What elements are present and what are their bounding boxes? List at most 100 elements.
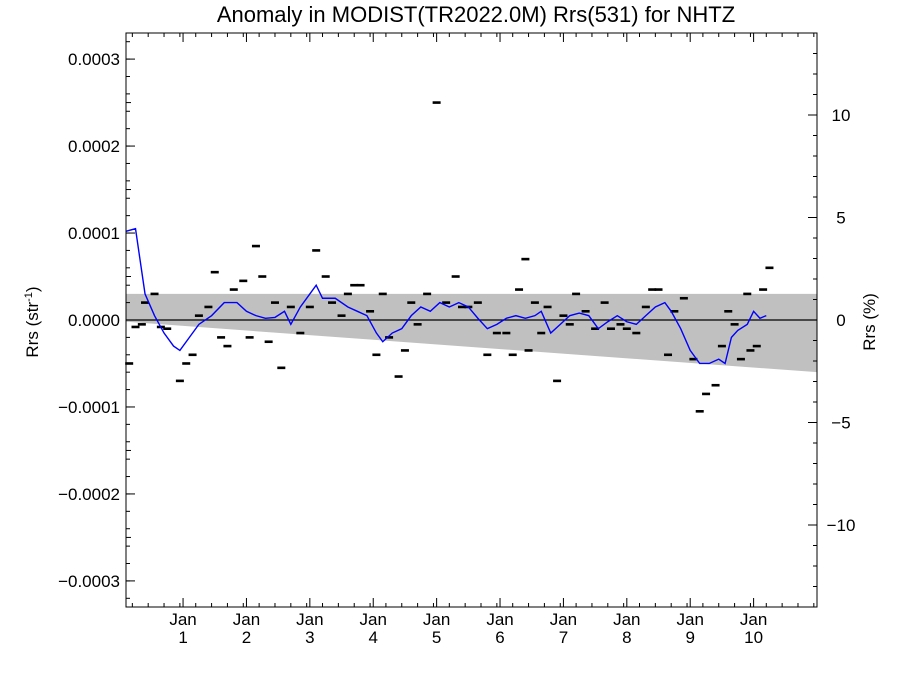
data-point <box>746 349 755 352</box>
data-point <box>670 310 679 313</box>
data-point <box>442 301 451 304</box>
data-point <box>622 327 631 330</box>
data-point <box>736 357 745 361</box>
y-tick-label-right: −5 <box>831 414 850 433</box>
x-tick-label-month: Jan <box>423 610 450 629</box>
x-tick-label-month: Jan <box>550 610 577 629</box>
data-point <box>717 344 726 348</box>
x-tick-label-year: 9 <box>685 628 694 647</box>
data-point <box>366 310 375 313</box>
trend-line <box>125 227 767 365</box>
data-point <box>141 301 150 304</box>
data-point <box>372 353 381 357</box>
data-point <box>572 292 581 296</box>
data-point <box>695 410 704 413</box>
data-point <box>530 301 539 304</box>
y-tick-label-right: 0 <box>836 311 845 330</box>
y-axis-label-left-superscript: -1 <box>23 292 35 302</box>
y-tick-label-left: −0.0003 <box>58 572 120 591</box>
data-point <box>251 244 260 248</box>
data-point <box>188 353 197 357</box>
y-tick-label-left: 0.0003 <box>68 50 120 69</box>
x-tick-label-month: Jan <box>486 610 513 629</box>
data-point <box>217 336 226 339</box>
y-tick-label-right: −10 <box>827 516 856 535</box>
y-tick-label-left: −0.0001 <box>58 398 120 417</box>
data-point <box>258 275 267 278</box>
data-point <box>321 275 330 278</box>
data-point <box>204 305 213 309</box>
data-point <box>559 314 568 317</box>
data-point <box>679 296 688 300</box>
x-tick-label-year: 1 <box>178 628 187 647</box>
data-point <box>194 314 203 317</box>
data-point <box>654 288 663 291</box>
data-point <box>752 344 761 348</box>
x-tick-label-year: 10 <box>744 628 763 647</box>
y-tick-label-left: −0.0002 <box>58 485 120 504</box>
data-point <box>296 331 305 335</box>
data-point <box>312 249 321 252</box>
data-point <box>163 327 172 330</box>
data-point <box>451 275 460 278</box>
data-point <box>492 331 501 335</box>
data-point <box>150 292 159 296</box>
data-point <box>264 340 273 344</box>
data-point <box>239 279 248 283</box>
data-point <box>702 392 711 396</box>
data-point <box>600 301 609 304</box>
y-axis-label-right: Rrs (%) <box>860 293 879 351</box>
chart-title: Anomaly in MODIST(TR2022.0M) Rrs(531) fo… <box>217 2 735 27</box>
data-point <box>423 292 432 296</box>
data-point <box>286 305 295 309</box>
data-point <box>521 257 530 261</box>
data-point <box>765 266 774 270</box>
data-point <box>759 288 768 291</box>
plot-area <box>125 101 817 413</box>
data-point <box>394 375 403 378</box>
x-tick-label-year: 3 <box>305 628 314 647</box>
data-point <box>350 283 359 287</box>
data-point <box>641 305 650 309</box>
data-point <box>229 288 238 291</box>
data-point <box>565 323 574 326</box>
uncertainty-band <box>126 293 817 373</box>
data-point <box>305 305 314 309</box>
data-point <box>343 292 352 296</box>
data-point <box>407 301 416 304</box>
data-point <box>553 379 562 383</box>
data-point <box>502 331 511 335</box>
data-point <box>356 283 365 287</box>
data-point <box>543 305 552 309</box>
data-point <box>245 336 254 339</box>
data-point <box>400 349 409 352</box>
data-point <box>616 323 625 326</box>
data-point <box>277 366 286 370</box>
x-tick-label-year: 7 <box>559 628 568 647</box>
x-tick-label-month: Jan <box>360 610 387 629</box>
x-tick-label-month: Jan <box>613 610 640 629</box>
data-point <box>743 292 752 296</box>
data-point <box>515 288 524 291</box>
x-tick-label-month: Jan <box>169 610 196 629</box>
data-point <box>182 362 191 365</box>
axes: −0.0003 −0.0002 −0.0001 0.0000 0.0001 0.0002 0… <box>58 32 856 647</box>
data-point <box>473 301 482 304</box>
y-tick-label-right: 5 <box>836 209 845 228</box>
x-tick-label-month: Jan <box>677 610 704 629</box>
y-tick-label-left: 0.0001 <box>68 224 120 243</box>
data-point <box>432 101 441 104</box>
data-point <box>591 327 600 330</box>
data-point <box>483 353 492 357</box>
data-point <box>632 331 641 335</box>
data-point <box>413 323 422 326</box>
y-tick-label-left: 0.0000 <box>68 311 120 330</box>
y-tick-label-right: 10 <box>832 106 851 125</box>
data-point <box>270 301 279 304</box>
x-tick-label-year: 4 <box>369 628 378 647</box>
x-tick-label-year: 2 <box>242 628 251 647</box>
data-point <box>537 331 546 335</box>
data-point <box>711 383 720 387</box>
data-point <box>724 310 733 313</box>
